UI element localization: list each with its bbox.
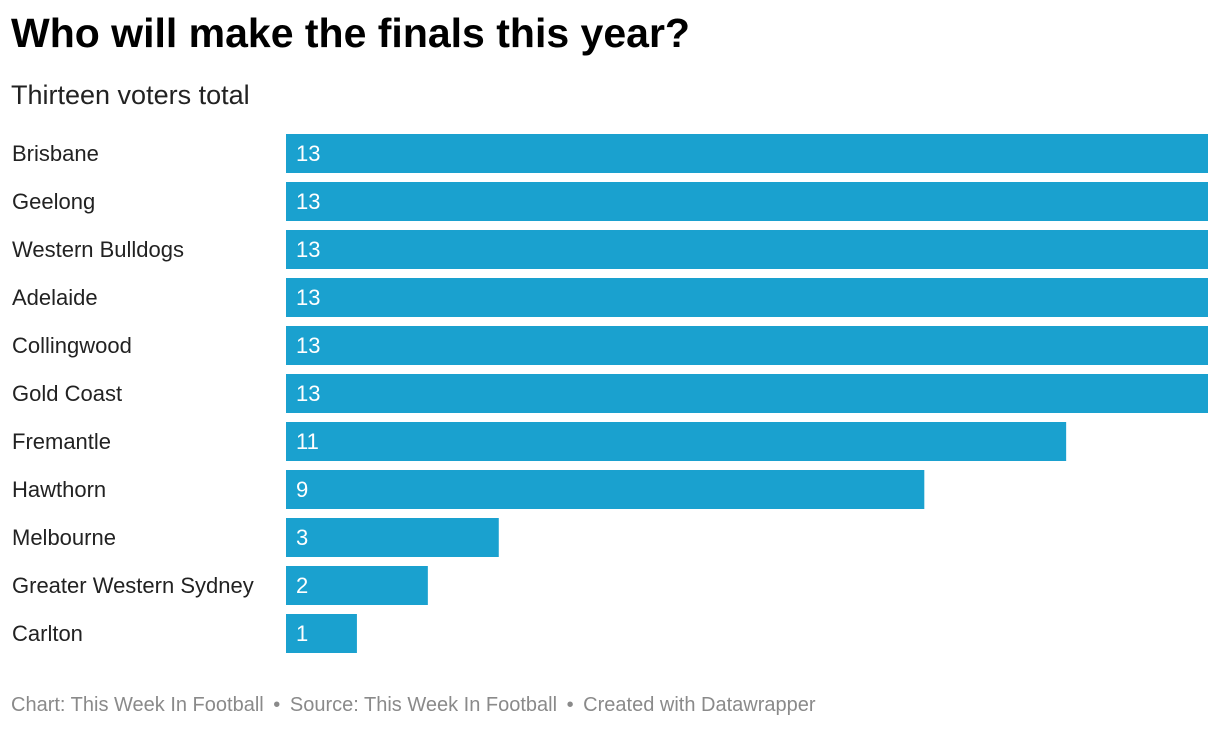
bar-value-label: 11 (296, 429, 319, 454)
bar-value-label: 13 (296, 141, 320, 166)
bar-value-label: 13 (296, 189, 320, 214)
chart-subtitle: Thirteen voters total (11, 80, 250, 110)
bar (286, 614, 357, 653)
bar (286, 278, 1208, 317)
bar (286, 422, 1067, 461)
category-label: Geelong (12, 189, 95, 214)
bar (286, 518, 499, 557)
category-label: Gold Coast (12, 381, 122, 406)
bar-value-label: 13 (296, 333, 320, 358)
bar-row: Collingwood 13 (12, 326, 1208, 365)
category-label: Fremantle (12, 429, 111, 454)
bar (286, 326, 1208, 365)
bar-value-label: 1 (296, 621, 308, 646)
bar-value-label: 13 (296, 237, 320, 262)
source-credit: Source: This Week In Football (289, 694, 558, 716)
bar-row: Carlton 1 (12, 614, 357, 653)
bar-value-label: 13 (296, 285, 320, 310)
category-label: Melbourne (12, 525, 116, 550)
bar (286, 134, 1208, 173)
bar (286, 470, 925, 509)
chart-footer: Chart: This Week In Football • Source: T… (11, 694, 816, 717)
footer-separator: • (566, 694, 574, 716)
bar-row: Western Bulldogs 13 (12, 230, 1208, 269)
created-with-credit: Created with Datawrapper (583, 694, 816, 716)
footer-separator: • (273, 694, 281, 716)
bar-row: Melbourne 3 (12, 518, 499, 557)
bar-row: Fremantle 11 (12, 422, 1067, 461)
bar-value-label: 9 (296, 477, 308, 502)
bar-value-label: 3 (296, 525, 308, 550)
bar-row: Gold Coast 13 (12, 374, 1208, 413)
bar-row: Hawthorn 9 (12, 470, 925, 509)
bar (286, 182, 1208, 221)
bar-row: Geelong 13 (12, 182, 1208, 221)
category-label: Greater Western Sydney (12, 573, 254, 598)
category-label: Brisbane (12, 141, 99, 166)
category-label: Adelaide (12, 285, 98, 310)
chart-credit: Chart: This Week In Football (11, 694, 264, 716)
bar-row: Adelaide 13 (12, 278, 1208, 317)
category-label: Hawthorn (12, 477, 106, 502)
bar-row: Greater Western Sydney 2 (12, 566, 428, 605)
bar-value-label: 13 (296, 381, 320, 406)
category-label: Western Bulldogs (12, 237, 184, 262)
category-label: Collingwood (12, 333, 132, 358)
bar-value-label: 2 (296, 573, 308, 598)
category-label: Carlton (12, 621, 83, 646)
chart-title: Who will make the finals this year? (11, 10, 690, 56)
bar (286, 566, 428, 605)
bar (286, 374, 1208, 413)
bar-row: Brisbane 13 (12, 134, 1208, 173)
bar (286, 230, 1208, 269)
